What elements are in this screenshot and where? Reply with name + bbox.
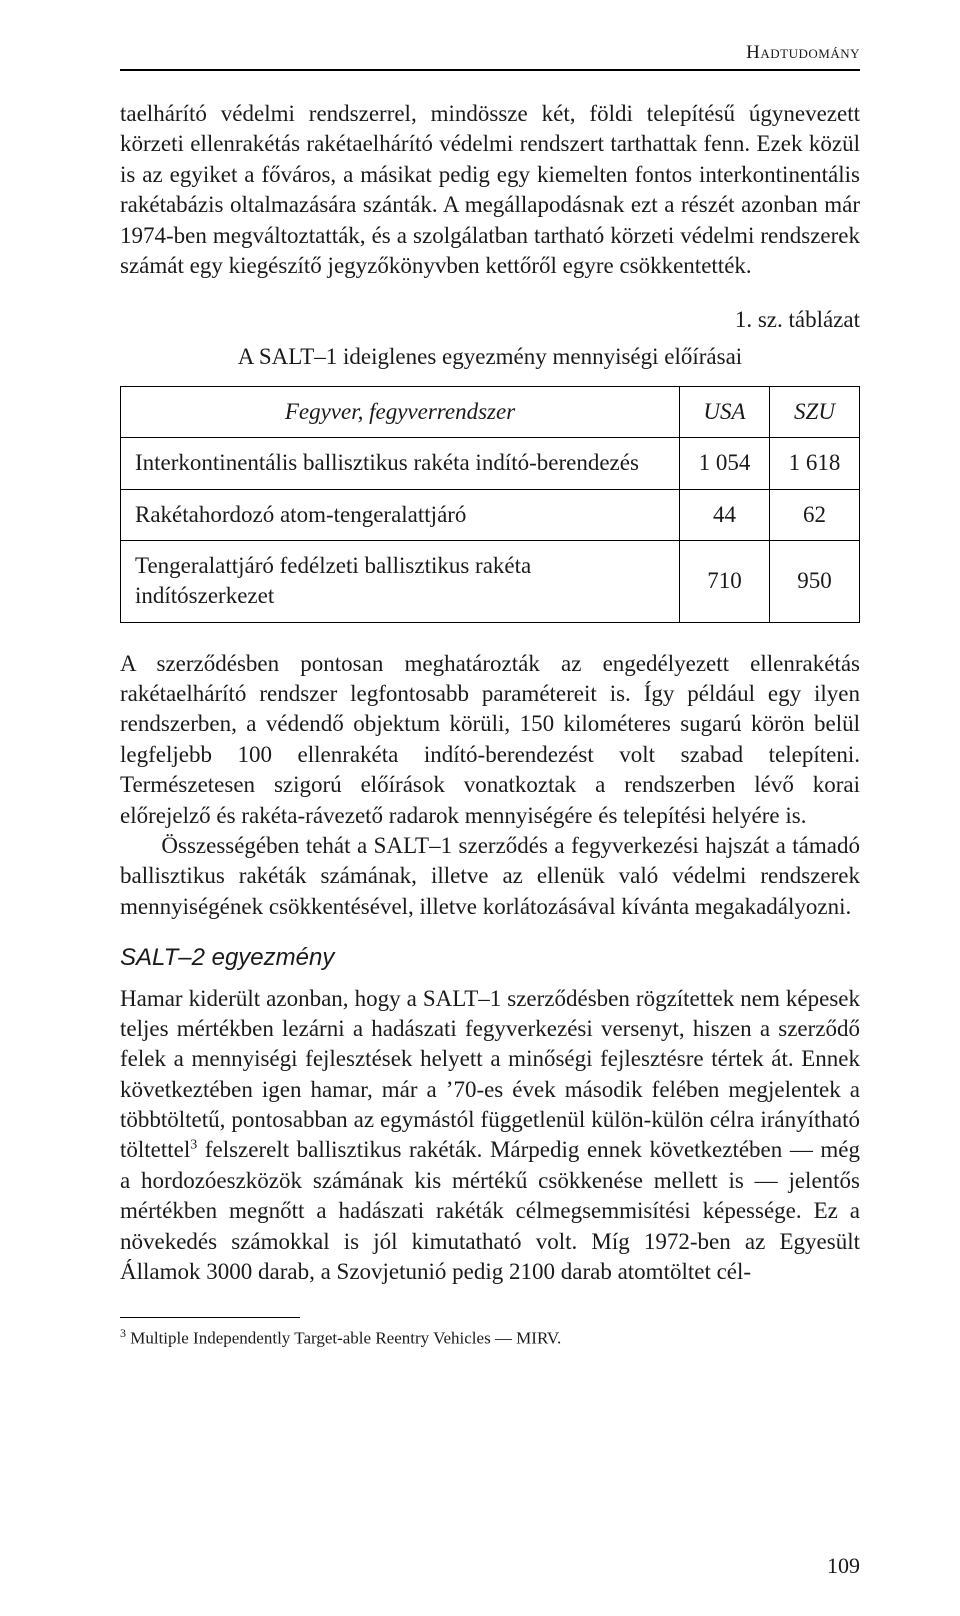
col-header-szu: SZU xyxy=(770,386,860,437)
table-cell-usa: 1 054 xyxy=(680,438,770,489)
table-cell-usa: 44 xyxy=(680,489,770,540)
table-cell-label: Interkontinentális ballisztikus rakéta i… xyxy=(121,438,680,489)
table-header-row: Fegyver, fegyverrendszer USA SZU xyxy=(121,386,860,437)
paragraph-4-part-a: Hamar kiderült azonban, hogy a SALT–1 sz… xyxy=(120,986,860,1163)
table-row: Tengeralattjáró fedélzeti ballisztikus r… xyxy=(121,541,860,623)
paragraph-2: A szerződésben pontosan meghatározták az… xyxy=(120,649,860,831)
running-head: Hadtudomány xyxy=(120,40,860,71)
page: Hadtudomány taelhárító védelmi rendszerr… xyxy=(0,0,960,1616)
table-row: Rakétahordozó atom-tengeralattjáró 44 62 xyxy=(121,489,860,540)
table-row: Interkontinentális ballisztikus rakéta i… xyxy=(121,438,860,489)
paragraph-1: taelhárító védelmi rendszerrel, mindössz… xyxy=(120,99,860,281)
paragraph-4-part-b: felszerelt ballisztikus rakéták. Márpedi… xyxy=(120,1137,860,1283)
table-cell-label: Rakétahordozó atom-tengeralattjáró xyxy=(121,489,680,540)
table-cell-usa: 710 xyxy=(680,541,770,623)
col-header-usa: USA xyxy=(680,386,770,437)
paragraph-3: Összességében tehát a SALT–1 szerződés a… xyxy=(120,831,860,922)
subheading-salt2: SALT–2 egyezmény xyxy=(120,942,860,974)
table-cell-szu: 950 xyxy=(770,541,860,623)
page-number: 109 xyxy=(827,1551,860,1580)
table-cell-szu: 62 xyxy=(770,489,860,540)
table-cell-label: Tengeralattjáró fedélzeti ballisztikus r… xyxy=(121,541,680,623)
table-cell-szu: 1 618 xyxy=(770,438,860,489)
footnote-rule xyxy=(120,1317,300,1318)
footnote-3: 3 Multiple Independently Target-able Ree… xyxy=(120,1326,860,1350)
footnote-text: Multiple Independently Target-able Reent… xyxy=(126,1329,561,1348)
table-number-label: 1. sz. táblázat xyxy=(120,305,860,335)
salt1-table: Fegyver, fegyverrendszer USA SZU Interko… xyxy=(120,386,860,623)
table-title: A SALT–1 ideiglenes egyezmény mennyiségi… xyxy=(120,342,860,372)
col-header-weapon: Fegyver, fegyverrendszer xyxy=(121,386,680,437)
paragraph-4: Hamar kiderült azonban, hogy a SALT–1 sz… xyxy=(120,984,860,1288)
